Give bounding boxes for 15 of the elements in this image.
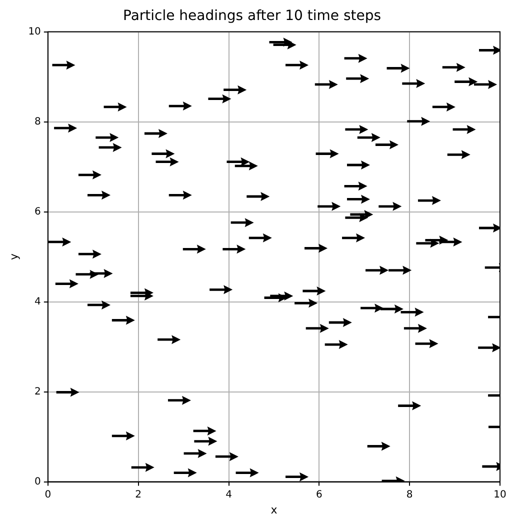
y-tick-label: 4 — [34, 296, 41, 308]
y-tick-label: 2 — [34, 386, 41, 398]
chart-title: Particle headings after 10 time steps — [122, 8, 382, 24]
x-tick-label: 0 — [44, 489, 52, 500]
y-tick-label: 8 — [34, 116, 41, 128]
x-tick-label: 2 — [135, 489, 142, 500]
x-tick-label: 8 — [406, 489, 413, 500]
y-tick-label: 6 — [34, 206, 41, 218]
x-tick-label: 6 — [316, 489, 322, 500]
y-tick-label: 10 — [28, 26, 41, 38]
y-axis-title: y — [7, 253, 20, 260]
y-tick-label: 0 — [34, 476, 41, 488]
x-axis-title: x — [270, 503, 278, 516]
x-tick-label: 10 — [494, 489, 506, 500]
x-tick-label: 4 — [226, 489, 232, 500]
